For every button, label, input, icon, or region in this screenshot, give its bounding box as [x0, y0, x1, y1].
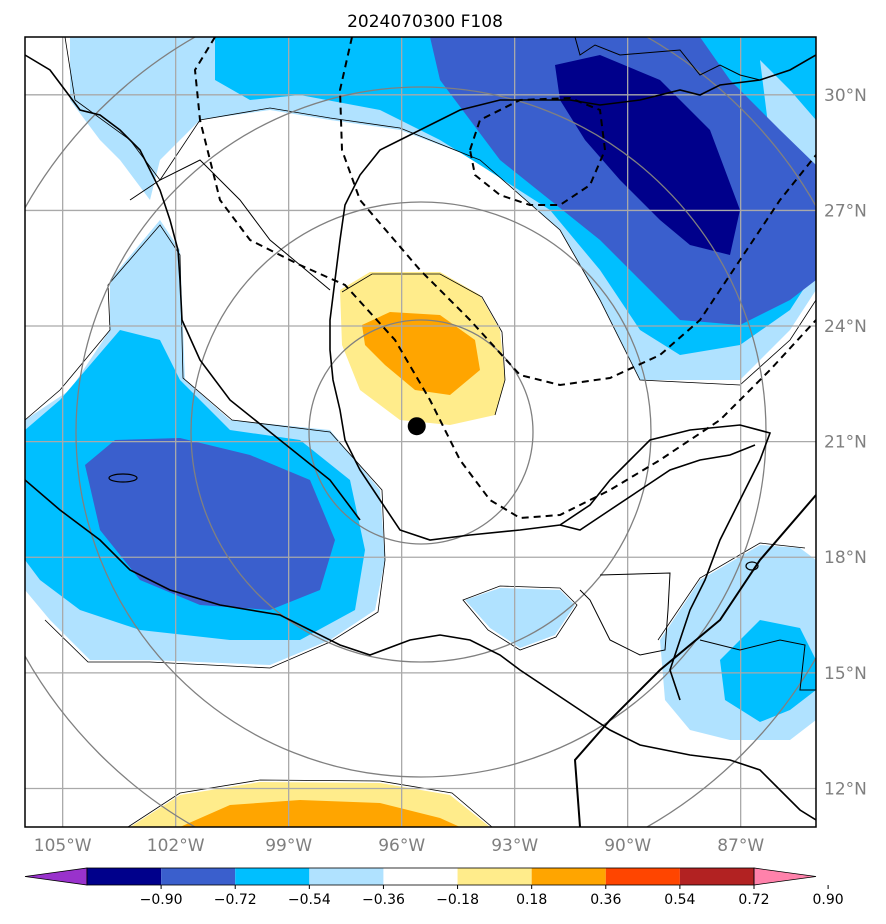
island-caribbean [745, 561, 759, 571]
map-frame [24, 36, 817, 828]
contour-line-west [25, 224, 386, 669]
map-area [25, 37, 816, 827]
colorbar-outline [86, 867, 755, 886]
colorbar-tick-label: 0.90 [813, 892, 844, 908]
longitude-label: 87°W [717, 836, 764, 856]
contour-line-south [127, 779, 493, 827]
contour-lines [25, 37, 816, 827]
coastline-us-gulf [25, 54, 361, 521]
colorbar-swatch [309, 868, 384, 885]
dashed-contour-north [338, 37, 816, 387]
contour-fill-orange-south [180, 800, 460, 827]
colorbar-tick-label: −0.36 [362, 892, 405, 908]
latitude-label: 15°N [824, 664, 867, 684]
colorbar-swatch [457, 868, 532, 885]
dashed-contours [193, 37, 816, 520]
longitude-label: 99°W [265, 836, 312, 856]
colorbar-tick-label: −0.72 [214, 892, 257, 908]
map-title: 2024070300 F108 [347, 12, 503, 32]
latitude-label: 24°N [824, 317, 867, 337]
border-central-america [699, 639, 816, 691]
colorbar-tick-label: 0.18 [516, 892, 547, 908]
longitude-label: 102°W [147, 836, 205, 856]
contour-line-central [462, 585, 578, 651]
latitude-label: 12°N [824, 779, 867, 799]
colorbar-tick-label: 0.36 [590, 892, 621, 908]
latitude-labels: 12°N 15°N 18°N 21°N 24°N 27°N 30°N [824, 86, 867, 800]
latitude-label: 27°N [824, 201, 867, 221]
latitude-label: 18°N [824, 548, 867, 568]
latitude-label: 21°N [824, 433, 867, 453]
longitude-label: 93°W [491, 836, 538, 856]
longitude-label: 96°W [378, 836, 425, 856]
filled-contours [25, 37, 816, 827]
colorbar-swatch [161, 868, 236, 885]
colorbar-swatch [531, 868, 606, 885]
contour-fill-orange-gulf [362, 312, 480, 395]
range-circle-1 [308, 319, 534, 545]
contour-fill-light-blue-central [465, 588, 575, 648]
dashed-contour-inner [468, 96, 607, 206]
longitude-label: 90°W [604, 836, 651, 856]
colorbar-tick-label: 0.72 [738, 892, 769, 908]
colorbar-extend-high [753, 867, 817, 886]
contour-line-north [64, 37, 816, 386]
border-guatemala [579, 572, 671, 656]
island-baja [108, 473, 138, 483]
graticule [25, 37, 816, 827]
colorbar-swatch [679, 868, 754, 885]
contour-line-gulf [341, 273, 506, 416]
border-us-states [574, 37, 761, 81]
colorbar-tick-label: −0.90 [140, 892, 183, 908]
contour-line-caribbean [657, 542, 806, 641]
colorbar-swatch [235, 868, 310, 885]
colorbar-swatch [383, 868, 458, 885]
colorbar-tick-label: 0.54 [664, 892, 695, 908]
dashed-contour-west [193, 37, 816, 520]
yucatan-coast [559, 444, 756, 531]
colorbar-swatch [605, 868, 680, 885]
longitude-labels: 105°W 102°W 99°W 96°W 93°W 90°W 87°W [34, 836, 765, 856]
coastline-pacific [25, 479, 816, 821]
colorbar-tick-label: −0.54 [288, 892, 331, 908]
storm-center-marker [407, 417, 426, 436]
range-circle-2 [190, 201, 652, 663]
islands [108, 473, 759, 571]
colorbar-swatch [87, 868, 162, 885]
longitude-label: 105°W [34, 836, 92, 856]
colorbar-extend-low [24, 867, 88, 886]
colorbar-tick-label: −0.18 [436, 892, 479, 908]
colorbar: −0.90 −0.72 −0.54 −0.36 −0.18 0.18 0.36 0.54 0.7… [24, 867, 844, 908]
latitude-label: 30°N [824, 86, 867, 106]
